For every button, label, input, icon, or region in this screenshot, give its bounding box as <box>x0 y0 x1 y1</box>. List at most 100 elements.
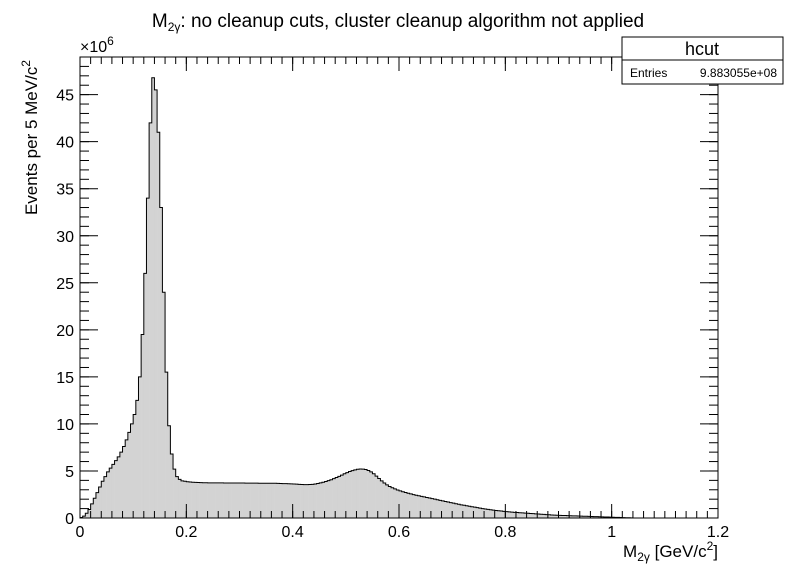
histogram-bin <box>106 471 110 518</box>
histogram-bin <box>178 479 182 518</box>
histogram-bin <box>404 492 408 518</box>
histogram-bin <box>250 483 254 518</box>
histogram-bin <box>422 496 426 518</box>
histogram-bin <box>247 483 251 518</box>
histogram-bin <box>462 505 466 518</box>
histogram-bin <box>518 512 522 518</box>
histogram-bin <box>396 489 400 518</box>
histogram-bin <box>93 498 97 518</box>
histogram-bin <box>582 516 586 518</box>
histogram-bin <box>228 483 232 518</box>
histogram-bin <box>300 484 304 518</box>
histogram-bin <box>502 511 506 518</box>
x-tick-label: 0.4 <box>282 524 304 541</box>
histogram-bin <box>500 511 503 518</box>
histogram-bin <box>345 472 349 518</box>
histogram-bin <box>529 513 533 518</box>
histogram-bin <box>319 482 323 518</box>
y-multiplier-base: ×10 <box>80 39 107 56</box>
histogram-bin <box>375 476 379 518</box>
histogram-bin <box>438 500 442 518</box>
x-title-sub: 2γ <box>637 550 650 564</box>
histogram-bin <box>85 513 89 518</box>
x-title-end: ] <box>713 542 718 561</box>
y-tick-label: 35 <box>56 182 74 199</box>
histogram-bin <box>335 477 339 518</box>
histogram-bin <box>258 483 262 518</box>
histogram-bin <box>409 493 413 518</box>
y-tick-label: 5 <box>65 464 74 481</box>
histogram-bin <box>266 483 270 518</box>
histogram-bin <box>324 481 328 518</box>
y-tick-label: 15 <box>56 370 74 387</box>
histogram-bin <box>563 515 567 518</box>
histogram-bin <box>444 501 448 518</box>
histogram-bin <box>537 514 541 518</box>
histogram-bin <box>401 491 405 518</box>
histogram-bin <box>412 494 416 518</box>
histogram-bin <box>109 468 113 518</box>
histogram-bin <box>188 482 192 518</box>
histogram-bin <box>103 476 107 518</box>
histogram-bin <box>364 469 368 518</box>
histogram-bin <box>446 502 450 518</box>
histogram-bin <box>486 509 490 518</box>
histogram-bin <box>87 509 91 518</box>
histogram-bin <box>577 516 581 518</box>
histogram-bin <box>327 480 331 518</box>
x-tick-label: 0 <box>76 524 85 541</box>
histogram-bin <box>553 515 557 518</box>
histogram-bin <box>417 495 421 518</box>
histogram-bin <box>202 482 206 518</box>
histogram-bin <box>430 498 434 518</box>
histogram-bin <box>194 482 198 518</box>
histogram-bin <box>173 469 176 518</box>
histogram-bin <box>481 508 485 518</box>
x-tick-label: 1.2 <box>707 524 729 541</box>
histogram-bin <box>545 514 549 518</box>
histogram-bin <box>380 480 384 518</box>
histogram-bin <box>369 471 373 518</box>
x-title-rest: [GeV/c <box>650 542 707 561</box>
histogram-bin <box>114 460 118 518</box>
histogram-bin <box>122 446 126 518</box>
chart-title-rest: : no cleanup cuts, cluster cleanup algor… <box>180 11 644 32</box>
histogram-bin <box>220 482 224 518</box>
histogram-bin <box>199 482 203 518</box>
histogram-bin <box>521 512 525 518</box>
histogram-bin <box>207 482 211 518</box>
histogram-bin <box>494 510 498 518</box>
histogram-bin <box>133 414 137 518</box>
histogram-bin <box>215 482 219 518</box>
histogram-bin <box>436 499 440 518</box>
histogram-bin <box>601 516 604 518</box>
histogram-bin <box>441 500 445 518</box>
histogram-bin <box>196 482 200 518</box>
histogram-bin <box>130 423 134 518</box>
histogram-bin <box>555 515 559 518</box>
histogram-bin <box>513 512 517 518</box>
histogram-bin <box>428 498 432 518</box>
histogram-bin <box>282 483 285 518</box>
histogram-bin <box>255 483 259 518</box>
histogram-bin <box>295 484 299 518</box>
histogram-bin <box>468 506 472 518</box>
histogram-bin <box>175 476 179 518</box>
histogram-bin <box>321 482 325 518</box>
histogram-bin <box>393 488 397 518</box>
histogram-bin <box>492 510 495 518</box>
histogram-bin <box>167 425 171 518</box>
histogram-bin <box>566 515 570 518</box>
x-axis-title: M2γ [GeV/c2] <box>623 539 718 564</box>
histogram-bin <box>391 487 394 518</box>
x-title-sup: 2 <box>707 539 714 553</box>
y-title-sup: 2 <box>19 60 33 67</box>
histogram-bin <box>585 516 589 518</box>
histogram-bin <box>119 452 123 518</box>
histogram-bin <box>138 376 142 518</box>
histogram-bin <box>593 516 597 518</box>
histogram-bin <box>226 483 230 518</box>
x-tick-label: 1 <box>607 524 616 541</box>
histogram-bin <box>305 484 309 518</box>
histogram-bin <box>186 481 190 518</box>
